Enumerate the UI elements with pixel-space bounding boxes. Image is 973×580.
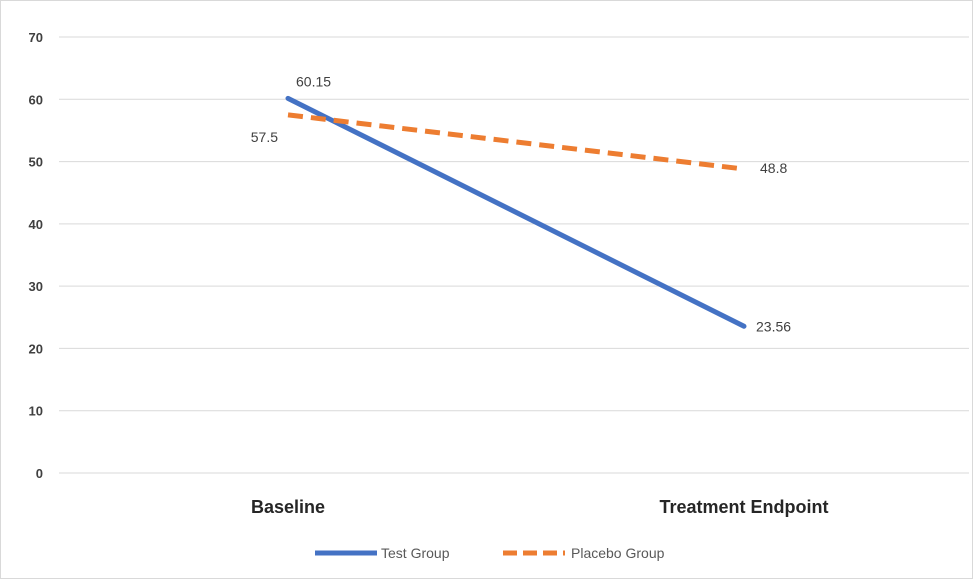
y-tick-label: 20 <box>29 341 43 356</box>
data-label: 60.15 <box>296 73 331 89</box>
legend-label: Test Group <box>381 545 450 561</box>
y-tick-label: 30 <box>29 279 43 294</box>
gridlines <box>59 36 969 474</box>
x-category-label: Treatment Endpoint <box>659 497 828 517</box>
y-tick-label: 10 <box>29 404 43 419</box>
data-label: 48.8 <box>760 160 787 176</box>
x-category-label: Baseline <box>251 497 325 517</box>
y-tick-label: 0 <box>36 466 43 481</box>
series-line-placebo-group <box>287 112 745 172</box>
y-axis-ticks: 0 10 20 30 40 50 60 70 <box>29 30 43 481</box>
data-label: 57.5 <box>251 129 278 145</box>
data-labels: 60.15 23.56 57.5 48.8 <box>251 73 791 334</box>
x-axis-categories: Baseline Treatment Endpoint <box>251 497 829 517</box>
y-tick-label: 70 <box>29 30 43 45</box>
data-label: 23.56 <box>756 318 791 334</box>
legend: Test Group Placebo Group <box>315 545 665 561</box>
legend-label: Placebo Group <box>571 545 665 561</box>
series-line-test-group <box>285 95 747 329</box>
series-lines <box>285 95 747 329</box>
y-tick-label: 40 <box>29 217 43 232</box>
y-tick-label: 60 <box>29 92 43 107</box>
y-tick-label: 50 <box>29 155 43 170</box>
